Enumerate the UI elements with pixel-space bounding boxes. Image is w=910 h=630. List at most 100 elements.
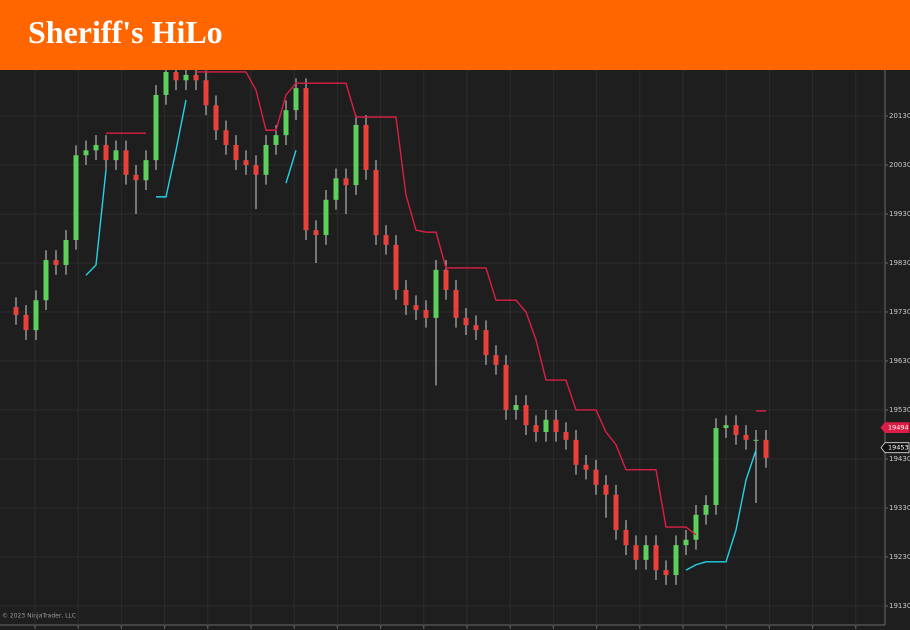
candle-body: [223, 130, 229, 145]
candle-body: [313, 230, 319, 236]
candle-body: [503, 364, 509, 410]
price-marker-label: 19494: [888, 424, 909, 432]
hilo-line: [156, 99, 187, 198]
candle-body: [43, 260, 49, 301]
hilo-line: [685, 449, 757, 571]
candle-body: [463, 317, 469, 326]
candle-body: [53, 260, 59, 265]
candle-body: [163, 71, 169, 95]
candle-body: [403, 289, 409, 306]
candle-body: [333, 178, 339, 200]
candle-body: [513, 405, 519, 410]
candle-body: [683, 539, 689, 546]
candle-body: [373, 169, 379, 236]
candle-body: [753, 439, 759, 441]
candle-body: [193, 74, 199, 81]
candle-body: [453, 289, 459, 318]
candle-body: [473, 325, 479, 331]
candle-body: [133, 174, 139, 181]
candle-body: [63, 239, 69, 265]
y-tick-label: 19730: [889, 308, 910, 316]
candle-body: [363, 124, 369, 170]
hilo-line: [85, 169, 107, 276]
candle-body: [703, 504, 709, 515]
candle-body: [103, 144, 109, 161]
footer: © 2023 NinjaTrader, LLC: [2, 613, 76, 620]
price-marker: [880, 422, 910, 433]
candle-body: [73, 155, 79, 240]
candle-body: [23, 314, 29, 331]
candle-body: [33, 300, 39, 331]
candle-body: [423, 310, 429, 318]
candle-body: [173, 71, 179, 81]
candle-body: [553, 419, 559, 432]
candle-body: [413, 305, 419, 311]
header: Sheriff's HiLo: [0, 0, 910, 70]
candle-body: [263, 144, 269, 175]
candle-body: [633, 545, 639, 560]
candle-body: [663, 570, 669, 576]
candle-body: [143, 160, 149, 181]
y-tick-label: 19930: [889, 210, 910, 218]
y-tick-label: 20030: [889, 161, 910, 169]
candle-body: [653, 545, 659, 571]
candle-body: [323, 199, 329, 236]
y-tick-label: 19630: [889, 357, 910, 365]
candle-body: [723, 425, 729, 429]
candle-body: [443, 269, 449, 290]
candle-body: [713, 428, 719, 505]
candle-body: [613, 494, 619, 530]
title: Sheriff's HiLo: [28, 14, 223, 50]
candle-body: [483, 330, 489, 356]
y-tick-label: 19230: [889, 553, 910, 561]
candle-body: [493, 355, 499, 365]
candle-body: [383, 235, 389, 245]
candle-body: [203, 80, 209, 106]
candle-body: [563, 431, 569, 440]
candle-body: [583, 464, 589, 470]
y-tick-label: 19330: [889, 504, 910, 512]
candle-body: [153, 94, 159, 161]
candle-body: [113, 150, 119, 161]
candle-body: [733, 425, 739, 435]
hilo-line: [196, 71, 697, 536]
candle-body: [543, 419, 549, 432]
candle-body: [273, 135, 279, 145]
candle-body: [433, 269, 439, 318]
candle-body: [643, 545, 649, 560]
candle-body: [523, 405, 529, 426]
candle-body: [623, 529, 629, 546]
price-marker-label: 19453: [888, 444, 909, 452]
y-tick-label: 19830: [889, 259, 910, 267]
candle-body: [13, 307, 19, 315]
y-tick-label: 19430: [889, 455, 910, 463]
y-tick-label: 19530: [889, 406, 910, 414]
candle-body: [573, 439, 579, 465]
y-tick-label: 20130: [889, 112, 910, 120]
candle-body: [343, 178, 349, 186]
y-tick-label: 19130: [889, 602, 910, 610]
candle-body: [763, 439, 769, 458]
candle-body: [243, 160, 249, 166]
candle-body: [393, 244, 399, 290]
candle-body: [353, 124, 359, 186]
candle-body: [233, 144, 239, 161]
candle-body: [283, 110, 289, 136]
candle-body: [83, 150, 89, 156]
candle-body: [533, 425, 539, 432]
candle-body: [213, 105, 219, 131]
price-marker: [880, 442, 910, 454]
candle-body: [743, 434, 749, 440]
hilo-line: [285, 150, 297, 184]
candle-body: [693, 514, 699, 540]
candle-body: [603, 484, 609, 495]
candle-body: [593, 469, 599, 485]
plot-background: [0, 70, 910, 630]
candle-body: [293, 88, 299, 111]
candle-body: [93, 144, 99, 151]
candle-body: [673, 545, 679, 576]
candle-body: [183, 74, 189, 81]
candle-body: [303, 88, 309, 231]
